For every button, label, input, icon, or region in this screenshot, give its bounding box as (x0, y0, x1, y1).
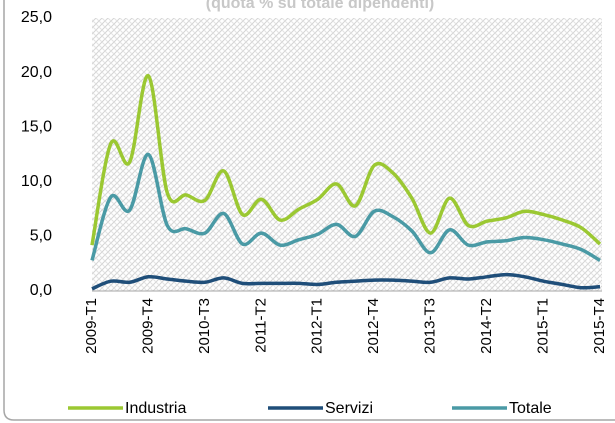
plot-area (92, 18, 602, 291)
x-tick-label: 2010-T3 (196, 298, 213, 354)
x-tick-label: 2015-T1 (535, 298, 552, 354)
y-tick-label: 15,0 (21, 118, 52, 135)
y-tick-label: 20,0 (21, 64, 52, 81)
x-tick-label: 2009-T1 (83, 298, 100, 354)
series-line (91, 272, 601, 291)
x-tick-label: 2011-T2 (252, 298, 269, 353)
x-tick-label: 2013-T3 (422, 298, 439, 354)
legend-label: Servizi (325, 400, 373, 417)
series-line (90, 152, 601, 262)
x-tick-label: 2009-T4 (139, 298, 156, 354)
x-tick-label: 2015-T4 (591, 298, 608, 354)
y-tick-label: 10,0 (21, 173, 52, 190)
x-tick-label: 2012-T1 (309, 298, 326, 354)
legend-label: Industria (125, 400, 186, 417)
y-tick-label: 5,0 (30, 228, 52, 245)
y-tick-label: 25,0 (21, 9, 52, 26)
chart-subtitle: (quota % su totale dipendenti) (206, 0, 434, 12)
x-tick-label: 2014-T2 (478, 298, 495, 354)
frame (3, 0, 615, 421)
legend-label: Totale (509, 400, 552, 417)
x-tick-label: 2012-T4 (365, 298, 382, 354)
y-tick-label: 0,0 (30, 282, 52, 299)
series-line (90, 74, 602, 246)
